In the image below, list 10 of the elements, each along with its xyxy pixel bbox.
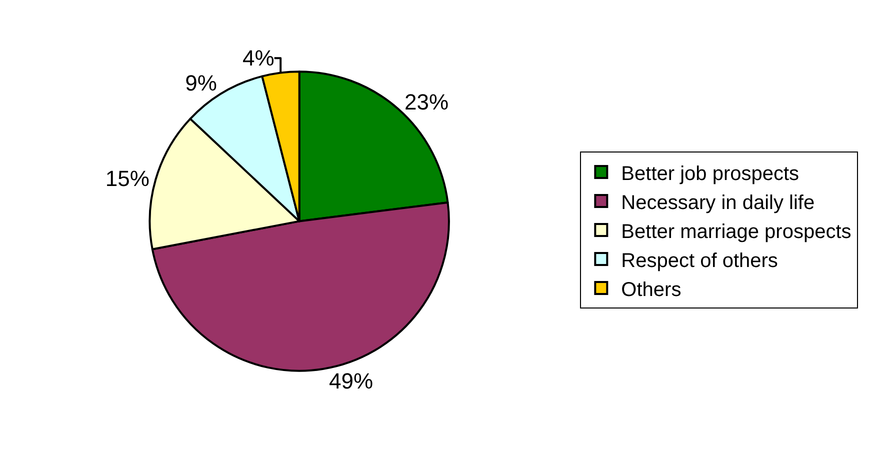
data-label: 9% <box>185 70 217 96</box>
data-label: 49% <box>328 368 374 394</box>
legend-label: Better job prospects <box>621 162 800 185</box>
data-label: 4% <box>242 46 274 71</box>
data-label: 15% <box>105 166 150 191</box>
legend-label: Necessary in daily life <box>621 192 815 214</box>
data-label: 23% <box>404 89 449 114</box>
legend-label: Respect of others <box>621 250 778 272</box>
legend-label: Better marriage prospects <box>621 220 852 243</box>
legend-label: Others <box>621 278 682 301</box>
